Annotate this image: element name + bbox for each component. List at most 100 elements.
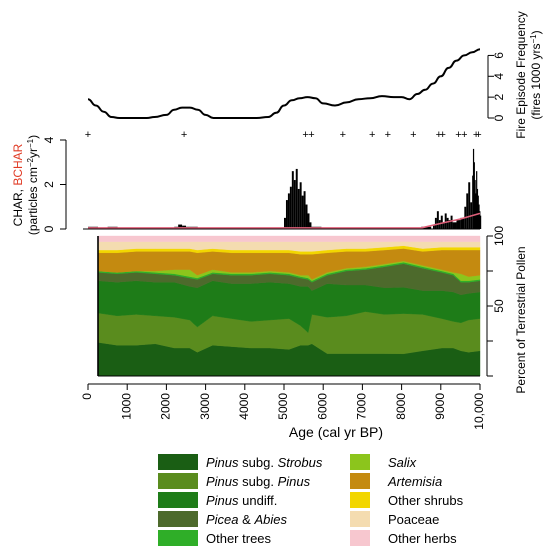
age-x-axis: 0 1000 2000 3000 4000 5000 6000 7000 8000 9000 10,…: [80, 383, 486, 430]
fire-frequency-panel: 0 2 4 6 Fire Episode Frequency (fires 1000 …: [85, 11, 543, 141]
char-bar: [442, 222, 445, 229]
legend-swatch: [158, 454, 198, 470]
char-bar: [178, 224, 183, 229]
char-tick-label: 0: [42, 225, 56, 232]
char-bar: [466, 193, 469, 229]
char-bar: [460, 217, 465, 229]
age-tick-label: 0: [80, 393, 94, 400]
char-bar: [285, 200, 288, 229]
fire-episode-marker: +: [410, 129, 416, 141]
age-tick-label: 4000: [237, 393, 251, 420]
pollen-legend: Pinus subg. Strobus Pinus subg. Pinus Pinu…: [158, 452, 468, 548]
char-bars: [88, 148, 482, 229]
char-bar: [287, 193, 290, 229]
legend-label: Other shrubs: [388, 492, 464, 508]
fire-frequency-tick-label: 6: [492, 52, 506, 59]
legend-item: Pinus subg. Pinus: [158, 471, 310, 491]
legend-swatch: [158, 530, 198, 546]
char-bar: [440, 215, 443, 229]
char-bar: [301, 195, 304, 229]
legend-swatch: [350, 492, 370, 508]
age-tick-label: 9000: [433, 393, 447, 420]
char-bar: [293, 180, 296, 229]
char-bar: [303, 191, 306, 229]
char-bar: [476, 188, 479, 229]
age-tick-label: 7000: [355, 393, 369, 420]
char-bar: [478, 204, 480, 229]
fire-episode-marker: +: [461, 129, 467, 141]
char-bar: [446, 217, 449, 229]
char-bar: [480, 215, 482, 229]
char-bar: [448, 220, 451, 229]
fire-frequency-y-label: Fire Episode Frequency: [514, 11, 528, 138]
legend-label: Artemisia: [388, 473, 443, 489]
char-bar: [291, 171, 294, 229]
fire-frequency-y-axis: 0 2 4 6: [487, 52, 506, 121]
fire-frequency-tick-label: 0: [492, 114, 506, 121]
legend-label: Picea & Abies: [206, 511, 287, 527]
legend-swatch: [350, 511, 370, 527]
char-bar: [477, 195, 479, 229]
legend-swatch: [158, 473, 198, 489]
char-bar: [475, 193, 477, 229]
fire-frequency-line: [87, 48, 481, 119]
fire-episode-marker: +: [473, 129, 479, 141]
age-tick-label: 10,000: [472, 393, 486, 430]
legend-swatch: [158, 511, 198, 527]
char-bar: [473, 162, 475, 229]
char-bar: [434, 217, 437, 229]
legend-label: Pinus subg. Strobus: [206, 454, 323, 470]
fire-episode-marker: +: [475, 129, 481, 141]
char-bar: [438, 220, 441, 229]
fire-episode-markers: + + + + + + + + ++ + + ++: [85, 129, 482, 141]
char-panel: 0 2 4 CHAR, BCHAR (particles cm−2yr−1): [11, 135, 482, 235]
pollen-tick-label: 100: [492, 226, 506, 246]
legend-item: Salix: [340, 452, 416, 472]
legend-item: Other trees: [158, 528, 271, 548]
fire-episode-marker: +: [308, 129, 314, 141]
char-bar: [289, 186, 292, 229]
char-bar: [472, 148, 475, 229]
char-bar: [305, 204, 308, 229]
char-bar: [432, 224, 435, 229]
legend-item: Pinus undiff.: [158, 490, 277, 510]
fire-episode-marker: +: [302, 129, 308, 141]
legend-swatch: [158, 492, 198, 508]
age-tick-label: 2000: [159, 393, 173, 420]
char-bar: [299, 182, 302, 229]
char-tick-label: 4: [42, 136, 56, 143]
legend-swatch: [350, 473, 370, 489]
legend-item: Other shrubs: [340, 490, 463, 510]
fire-episode-marker: +: [455, 129, 461, 141]
fire-episode-marker: +: [369, 129, 375, 141]
char-y-units: (particles cm−2yr−1): [26, 135, 40, 235]
fire-episode-marker: +: [85, 129, 91, 141]
pollen-y-label: Percent of Terrestrial Pollen: [514, 246, 528, 393]
char-bar: [474, 180, 476, 229]
legend-item: Pinus subg. Strobus: [158, 452, 322, 472]
bchar-line: [88, 212, 481, 229]
age-tick-label: 3000: [198, 393, 212, 420]
legend-item: Other herbs: [340, 528, 457, 548]
char-bar: [450, 215, 453, 229]
char-bar: [476, 171, 478, 229]
pollen-area: [97, 235, 481, 242]
char-bar: [479, 211, 481, 229]
fire-frequency-y-units: (fires 1000 yrs−1): [529, 30, 543, 119]
age-tick-label: 5000: [276, 393, 290, 420]
char-bar: [297, 188, 300, 229]
fire-frequency-tick-label: 4: [492, 73, 506, 80]
age-tick-label: 1000: [119, 393, 133, 420]
char-bar: [472, 175, 474, 229]
legend-label: Poaceae: [388, 511, 440, 527]
legend-label: Pinus undiff.: [206, 492, 278, 508]
fire-episode-marker: +: [440, 129, 446, 141]
char-bar: [444, 213, 447, 229]
legend-item: Poaceae: [340, 509, 439, 529]
pollen-panel: 50 100 0 1000 2000 3000 4000 5000 6000 7000 8000 9…: [80, 226, 528, 440]
char-bar: [452, 222, 457, 229]
char-bar: [468, 182, 471, 229]
char-bar: [295, 168, 298, 229]
char-tick-label: 2: [42, 181, 56, 188]
pollen-tick-label: 50: [492, 299, 506, 313]
